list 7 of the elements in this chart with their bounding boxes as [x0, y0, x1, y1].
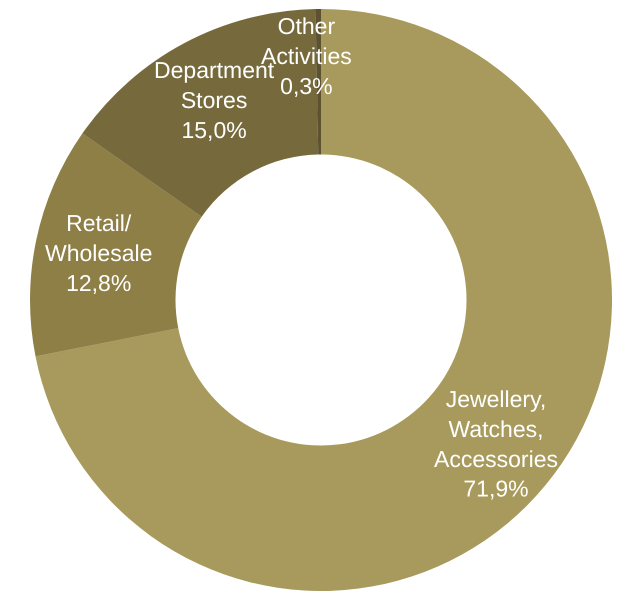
data-label: 0,3% — [280, 72, 333, 99]
slice-label: Retail/ Wholesale — [45, 210, 152, 266]
data-label: 71,9% — [463, 476, 529, 502]
donut-slice — [36, 9, 612, 591]
data-label: 15,0% — [181, 116, 247, 143]
data-label: 12,8% — [66, 270, 132, 296]
slice-label: Jewellery, Watches, Accessories — [434, 386, 558, 472]
